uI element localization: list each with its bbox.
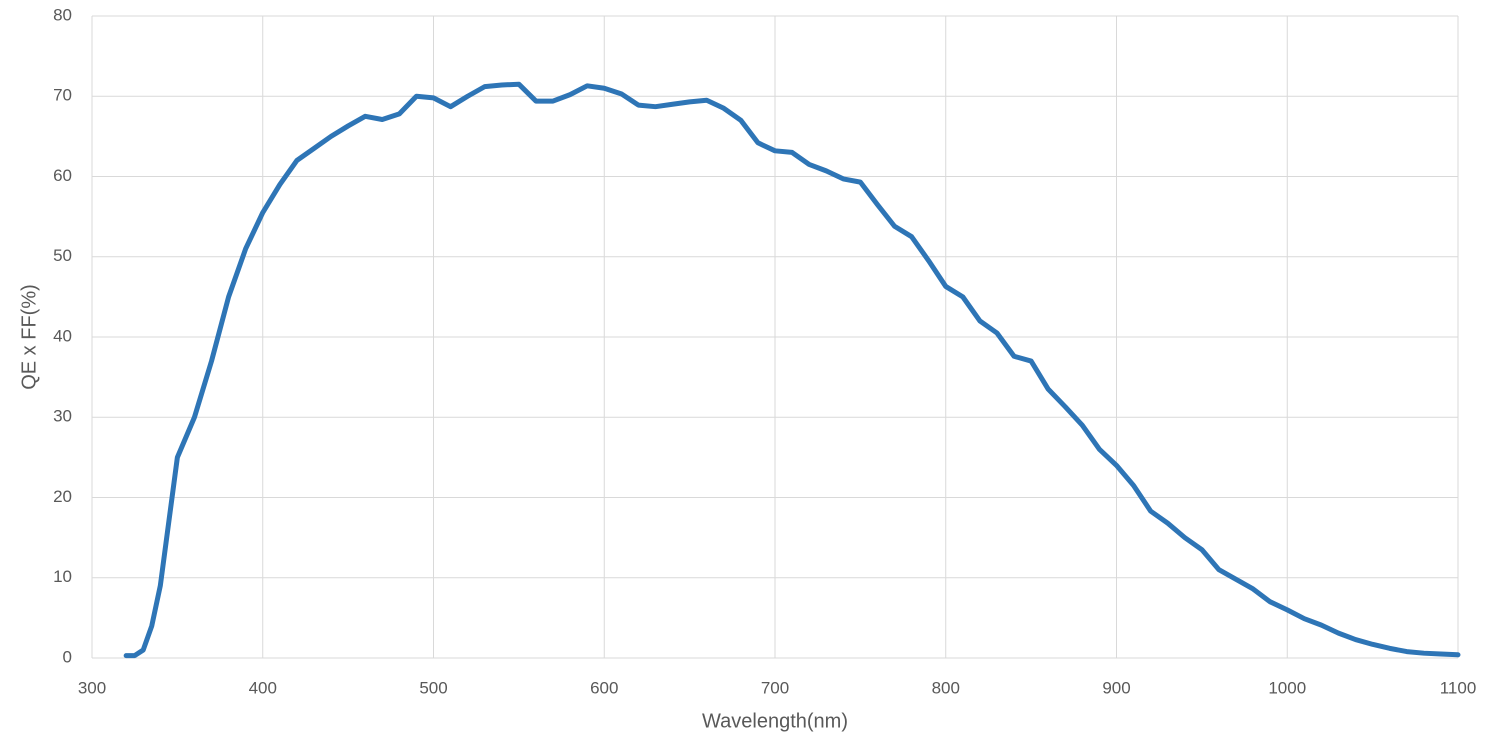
x-tick-label: 800 [932,678,960,697]
y-tick-label: 80 [53,5,72,24]
y-tick-label: 0 [63,647,72,666]
x-tick-label: 400 [249,678,277,697]
y-tick-label: 20 [53,487,72,506]
y-tick-label: 60 [53,166,72,185]
y-tick-label: 10 [53,567,72,586]
y-tick-label: 30 [53,407,72,426]
y-tick-label: 50 [53,246,72,265]
x-tick-label: 600 [590,678,618,697]
y-axis-title: QE x FF(%) [18,284,40,390]
x-tick-label: 900 [1102,678,1130,697]
y-tick-label: 70 [53,86,72,105]
x-tick-label: 700 [761,678,789,697]
x-tick-label: 300 [78,678,106,697]
x-axis-title: Wavelength(nm) [702,710,848,732]
x-tick-label: 500 [419,678,447,697]
x-tick-label: 1100 [1440,678,1477,697]
data-line [123,81,1461,659]
y-tick-label: 40 [53,326,72,345]
x-tick-label: 1000 [1268,678,1306,697]
